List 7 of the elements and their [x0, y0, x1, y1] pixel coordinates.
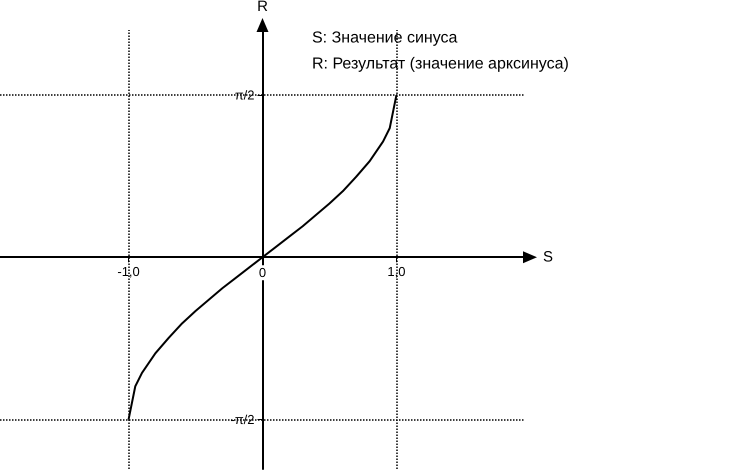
x-tick-label: 0 [258, 265, 266, 280]
annotation: R: Результат (значение арксинуса) [312, 56, 569, 72]
annotation: S: Значение синуса [312, 30, 458, 46]
x-tick-label: -1,0 [117, 264, 140, 280]
x-axis-title: S [543, 248, 554, 266]
y-axis-title: R [257, 0, 268, 15]
x-tick-label: 1,0 [387, 264, 406, 280]
